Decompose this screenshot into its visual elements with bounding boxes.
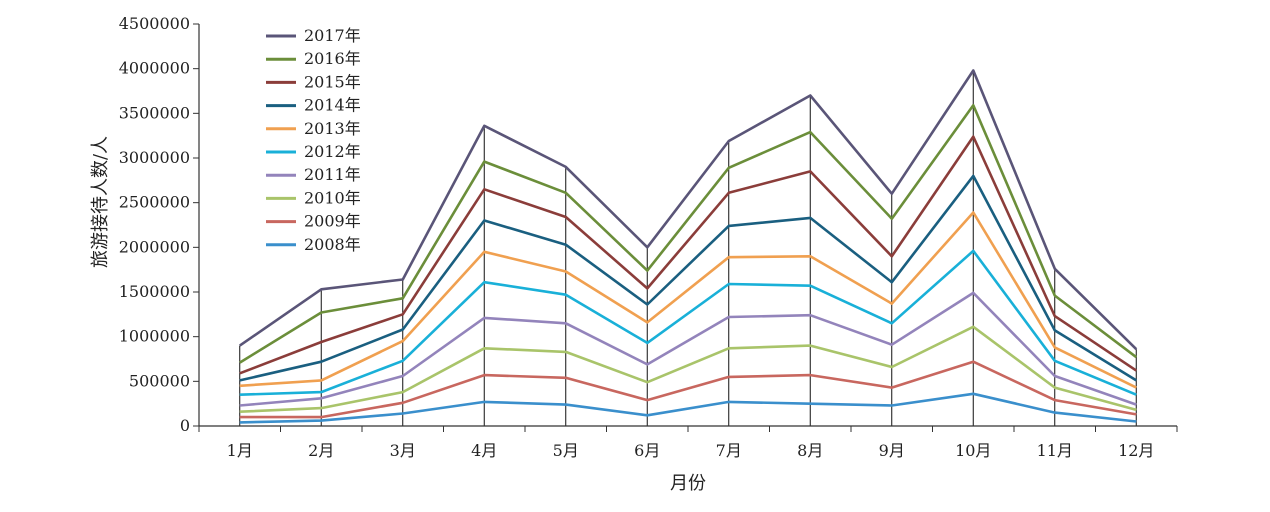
- legend-label: 2013年: [304, 119, 361, 138]
- legend-item: 2013年: [266, 119, 361, 138]
- series-lines: [239, 69, 1138, 424]
- legend-item: 2015年: [266, 72, 361, 91]
- y-tick-label: 4500000: [119, 14, 190, 33]
- legend-label: 2017年: [304, 26, 361, 45]
- legend-item: 2014年: [266, 96, 361, 115]
- y-axis-title: 旅游接待人数/人: [90, 136, 111, 268]
- legend-label: 2015年: [304, 72, 361, 91]
- legend-item: 2008年: [266, 235, 361, 254]
- y-tick-label: 1000000: [119, 327, 190, 346]
- legend-item: 2017年: [266, 26, 361, 45]
- x-tick-label: 7月: [716, 441, 742, 460]
- y-tick-label: 4000000: [119, 59, 190, 78]
- x-tick-label: 4月: [471, 441, 497, 460]
- series-line: [239, 325, 1137, 413]
- y-tick-label: 2500000: [119, 193, 190, 212]
- series-line: [239, 174, 1137, 382]
- x-tick-label: 9月: [879, 441, 905, 460]
- legend-label: 2014年: [304, 96, 361, 115]
- legend-item: 2010年: [266, 188, 361, 207]
- legend-label: 2012年: [304, 142, 361, 161]
- legend-label: 2011年: [304, 165, 361, 184]
- series-line: [239, 135, 1138, 375]
- y-tick-label: 3500000: [119, 103, 190, 122]
- legend: 2017年 2016年 2015年 2014年 2013年 2012年 2011年 2010年…: [266, 26, 361, 254]
- legend-item: 2011年: [266, 165, 361, 184]
- x-tick-label: 6月: [634, 441, 660, 460]
- series-line: [239, 69, 1138, 351]
- legend-label: 2008年: [304, 235, 361, 254]
- legend-item: 2012年: [266, 142, 361, 161]
- series-line: [239, 211, 1137, 389]
- y-tick-label: 3000000: [119, 148, 190, 167]
- x-tick-label: 1月: [227, 441, 253, 460]
- x-tick-label: 11月: [1037, 441, 1073, 460]
- y-tick-label: 0: [180, 416, 190, 435]
- x-tick-label: 3月: [390, 441, 416, 460]
- x-tick-label: 8月: [797, 441, 823, 460]
- series-line: [239, 249, 1137, 396]
- series-line: [239, 291, 1137, 407]
- legend-item: 2016年: [266, 49, 361, 68]
- x-axis-title: 月份: [670, 473, 706, 494]
- series-line: [239, 360, 1137, 419]
- legend-label: 2016年: [304, 49, 361, 68]
- y-tick-label: 2000000: [119, 237, 190, 256]
- x-tick-label: 5月: [553, 441, 579, 460]
- legend-item: 2009年: [266, 212, 361, 231]
- axes: 0 500000 1000000 1500000 2000000 2500000 30000…: [119, 14, 1178, 460]
- series-line: [239, 104, 1138, 364]
- legend-label: 2009年: [304, 212, 361, 231]
- y-tick-label: 500000: [129, 371, 190, 390]
- x-tick-label: 2月: [308, 441, 334, 460]
- x-tick-label: 10月: [955, 441, 991, 460]
- legend-label: 2010年: [304, 188, 361, 207]
- series-line: [239, 392, 1137, 424]
- x-tick-label: 12月: [1118, 441, 1154, 460]
- y-tick-label: 1500000: [119, 282, 190, 301]
